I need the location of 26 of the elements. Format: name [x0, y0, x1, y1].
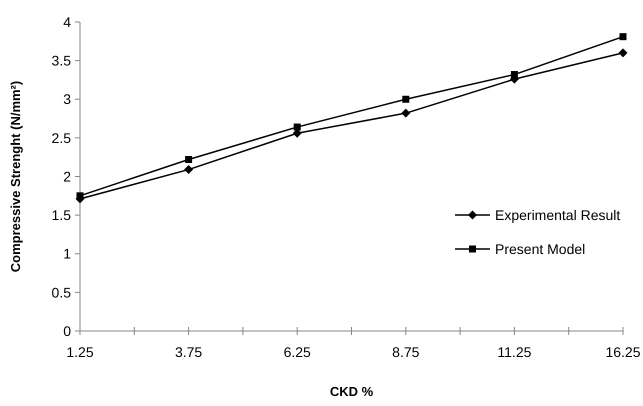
y-tick-label: 1.5: [52, 207, 72, 224]
point: [294, 124, 301, 131]
point: [620, 33, 626, 40]
y-tick-label: 0: [63, 322, 72, 339]
point: [402, 96, 410, 103]
x-tick-label: 3.75: [174, 344, 202, 360]
x-tick-label: 11.25: [497, 344, 532, 360]
point: [618, 48, 628, 58]
x-axis-title: CKD %: [330, 384, 374, 399]
x-tick-label: 1.25: [66, 344, 94, 360]
point: [401, 108, 410, 118]
y-tick-label: 0.5: [52, 284, 72, 300]
point: [184, 165, 194, 174]
y-tick-label: 2.5: [52, 130, 72, 146]
legend-label: Experimental Result: [495, 206, 620, 223]
y-tick-label: 4: [63, 14, 72, 30]
y-tick-label: 2: [63, 168, 72, 184]
y-tick-label: 1: [63, 246, 72, 262]
point: [185, 156, 192, 164]
legend-label: Present Model: [495, 240, 586, 257]
y-tick-label: 3: [63, 91, 72, 108]
y-tick-label: 3.5: [52, 52, 72, 69]
x-tick-label: 6.25: [284, 344, 312, 360]
x-tick-label: 8.75: [392, 344, 420, 360]
y-axis-title: Compressive Strenght (N/mm²): [8, 80, 23, 272]
x-tick-label: 16.25: [605, 344, 641, 360]
